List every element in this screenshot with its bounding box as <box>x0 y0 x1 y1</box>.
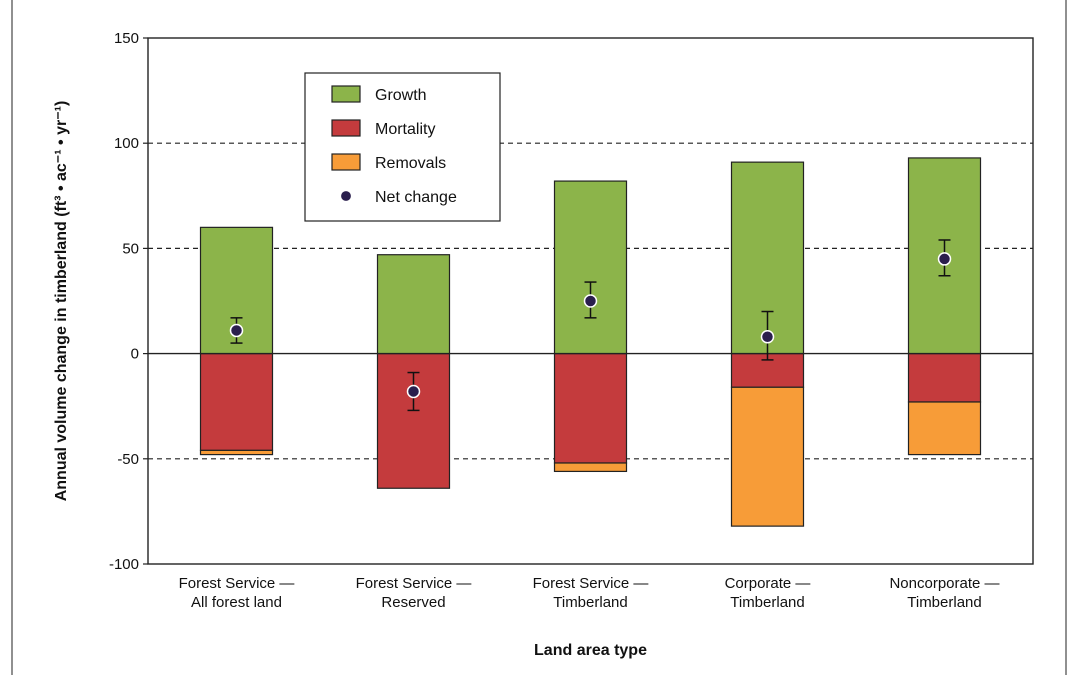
legend-swatch <box>331 119 361 137</box>
x-category-label: Forest Service — All forest land <box>179 575 295 611</box>
y-tick-label: 100 <box>114 135 139 152</box>
y-axis-title: Annual volume change in timberland (ft³ … <box>53 101 70 502</box>
x-category-label: Corporate — Timberland <box>725 575 811 611</box>
x-category-label-line: Reserved <box>381 594 445 611</box>
x-category-label-line: Timberland <box>730 594 804 611</box>
net-change-point <box>937 252 952 266</box>
bar-mortality <box>199 353 274 451</box>
x-category-label-line: Corporate — <box>725 575 811 592</box>
y-tick-label: 0 <box>131 346 139 363</box>
bar-growth <box>376 254 451 355</box>
bar-removals <box>553 462 628 473</box>
x-category-label-line: Forest Service — <box>533 575 649 592</box>
bar-removals <box>730 386 805 527</box>
bar-mortality <box>553 353 628 464</box>
x-category-label-line: Timberland <box>907 594 981 611</box>
bar-removals <box>907 401 982 456</box>
y-tick-label: -50 <box>117 451 139 468</box>
x-category-label-line: Forest Service — <box>179 575 295 592</box>
x-category-label-line: All forest land <box>191 594 282 611</box>
net-change-point <box>229 323 244 338</box>
legend-marker <box>339 189 353 203</box>
y-tick-label: -100 <box>109 556 139 573</box>
net-change-point <box>583 294 598 308</box>
legend-label: Removals <box>375 155 446 172</box>
legend-swatch <box>331 85 361 103</box>
x-category-label: Noncorporate — Timberland <box>889 575 999 611</box>
y-tick-label: 50 <box>122 240 139 257</box>
legend-label: Net change <box>375 189 457 206</box>
x-category-label: Forest Service — Reserved <box>356 575 472 611</box>
bar-mortality <box>907 353 982 403</box>
x-category-label-line: Noncorporate — <box>889 575 999 592</box>
y-tick-label: 150 <box>114 30 139 47</box>
bar-growth <box>553 180 628 355</box>
plot-area-border <box>147 37 1034 565</box>
net-change-point <box>760 330 775 344</box>
x-category-label-line: Forest Service — <box>356 575 472 592</box>
x-category-label: Forest Service — Timberland <box>533 575 649 611</box>
x-axis-title: Land area type <box>534 642 647 659</box>
bar-removals <box>199 449 274 456</box>
net-change-point <box>406 384 421 399</box>
x-category-label-line: Timberland <box>553 594 627 611</box>
legend-label: Growth <box>375 87 427 104</box>
legend-swatch <box>331 153 361 171</box>
legend-label: Mortality <box>375 121 435 138</box>
